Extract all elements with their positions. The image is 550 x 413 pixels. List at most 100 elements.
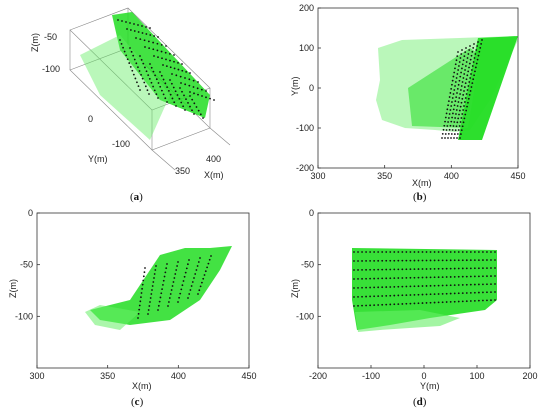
- track-point: [381, 268, 384, 271]
- track-point: [486, 267, 488, 270]
- x-tick-label: 450: [241, 371, 256, 381]
- track-point: [417, 276, 420, 279]
- track-point: [151, 285, 154, 287]
- track-point: [468, 49, 471, 51]
- panel-a-cloud-fringe: [80, 35, 170, 140]
- track-point: [175, 74, 178, 77]
- track-point: [457, 259, 460, 262]
- track-point: [148, 78, 151, 80]
- caption-d: (d): [413, 396, 427, 408]
- track-point: [465, 93, 468, 95]
- track-point: [369, 251, 372, 253]
- track-point: [462, 77, 465, 79]
- track-point: [429, 268, 432, 270]
- track-point: [477, 299, 480, 302]
- track-point: [208, 258, 211, 261]
- track-point: [453, 121, 456, 123]
- track-point: [144, 85, 147, 88]
- panel-b-tracklines: [441, 39, 483, 139]
- track-point: [477, 291, 480, 294]
- track-point: [457, 101, 460, 103]
- track-point: [449, 92, 452, 94]
- track-point: [148, 93, 150, 95]
- track-point: [145, 70, 148, 73]
- track-point: [458, 125, 461, 127]
- track-point: [469, 251, 472, 253]
- track-point: [147, 313, 149, 315]
- track-point: [421, 268, 424, 270]
- track-point: [454, 63, 457, 66]
- track-point: [461, 275, 464, 278]
- track-point: [160, 43, 163, 46]
- track-point: [441, 292, 444, 295]
- track-point: [468, 93, 471, 96]
- track-point: [201, 95, 203, 97]
- track-point: [172, 281, 175, 283]
- track-point: [482, 267, 484, 270]
- track-point: [494, 251, 496, 253]
- track-point: [460, 117, 463, 119]
- track-point: [210, 255, 212, 257]
- track-point: [188, 293, 191, 295]
- track-point: [150, 293, 153, 295]
- track-point: [185, 267, 188, 270]
- track-point: [461, 63, 464, 66]
- track-point: [457, 83, 460, 86]
- track-point: [409, 285, 412, 288]
- track-point: [437, 251, 440, 253]
- track-point: [353, 305, 355, 307]
- track-point: [455, 125, 458, 128]
- track-point: [437, 259, 440, 262]
- track-point: [417, 259, 420, 262]
- track-point: [169, 293, 172, 295]
- track-point: [409, 251, 412, 253]
- track-point: [202, 277, 205, 280]
- track-point: [447, 117, 450, 119]
- track-point: [128, 62, 131, 64]
- track-point: [176, 265, 178, 267]
- track-point: [405, 302, 408, 305]
- panel-d-cloud-underside: [355, 310, 460, 332]
- track-point: [353, 251, 355, 253]
- track-point: [471, 82, 474, 85]
- track-point: [397, 294, 400, 297]
- track-point: [199, 285, 202, 288]
- track-point: [490, 283, 492, 286]
- track-point: [464, 113, 467, 116]
- track-point: [369, 268, 372, 271]
- track-point: [393, 268, 396, 271]
- track-point: [470, 54, 473, 57]
- y-tick-label: -100: [296, 123, 314, 133]
- track-point: [444, 120, 446, 123]
- panel-a: Z(m) -50 -100 0 -100 Y(m) 400 350 X(m) (…: [30, 7, 231, 203]
- x-tick-label: 300: [310, 171, 325, 181]
- track-point: [462, 109, 465, 111]
- track-point: [482, 283, 484, 286]
- track-point: [443, 124, 446, 127]
- track-point: [373, 304, 376, 307]
- track-point: [449, 109, 452, 111]
- track-point: [197, 293, 199, 295]
- track-point: [361, 304, 363, 307]
- track-point: [461, 284, 464, 286]
- track-point: [454, 100, 457, 103]
- track-point: [179, 292, 182, 295]
- track-point: [475, 49, 478, 51]
- track-point: [413, 268, 416, 271]
- track-point: [203, 274, 206, 276]
- track-point: [153, 55, 155, 57]
- track-point: [425, 259, 428, 262]
- track-point: [206, 266, 209, 269]
- track-point: [457, 129, 460, 131]
- track-point: [140, 58, 143, 61]
- track-point: [405, 276, 408, 279]
- track-point: [193, 92, 195, 95]
- track-point: [172, 86, 175, 89]
- track-point: [147, 309, 150, 311]
- track-point: [365, 251, 367, 253]
- track-point: [448, 96, 451, 98]
- track-point: [409, 294, 412, 296]
- track-point: [175, 105, 177, 107]
- panel-d: -200 -100 0 100 200 0 -50 -100 Z(m) Y(m) (d): [290, 208, 538, 408]
- track-point: [373, 259, 376, 262]
